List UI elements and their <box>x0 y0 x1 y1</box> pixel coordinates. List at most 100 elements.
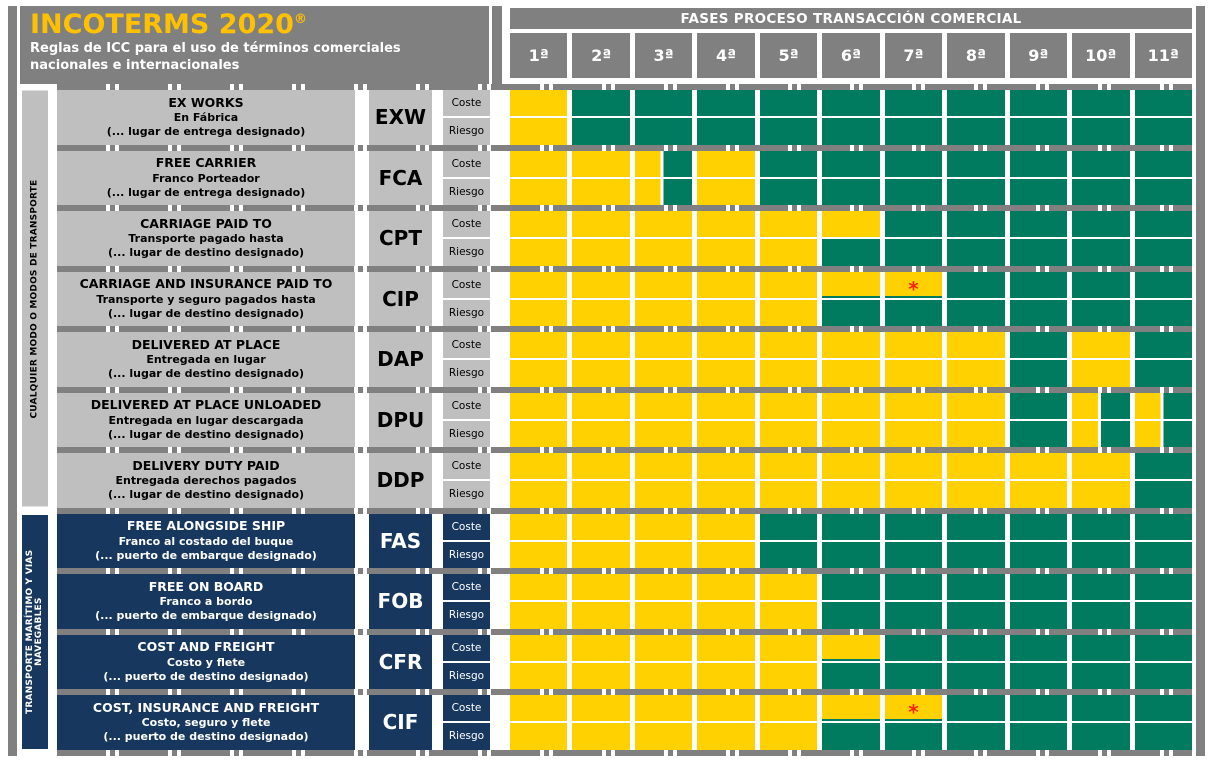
cell-exw-riesgo-2 <box>572 118 630 145</box>
cell-cip-coste-10 <box>1072 271 1130 298</box>
incoterm-code: DAP <box>369 332 432 387</box>
cell-cfr-riesgo-5 <box>759 662 818 689</box>
cell-fca-coste-7 <box>884 150 943 177</box>
incoterm-name-en: FREE ON BOARD <box>148 578 264 594</box>
cell-cfr-coste-9 <box>1009 634 1068 661</box>
cell-fob-coste-6 <box>822 574 880 601</box>
cell-cif-coste-9 <box>1009 695 1068 722</box>
incoterm-description: COST, INSURANCE AND FREIGHT Costo, seguro… <box>57 695 355 750</box>
cell-dpu-riesgo-1 <box>510 420 568 447</box>
cell-dpu-riesgo-2 <box>572 420 630 447</box>
cell-cif-riesgo-1 <box>510 723 568 750</box>
coste-label: Coste <box>443 574 490 601</box>
cell-exw-coste-6 <box>822 90 880 117</box>
cell-cip-coste-9 <box>1009 271 1068 298</box>
phase-cells-cfr <box>510 634 1192 689</box>
cost-risk-labels: Coste Riesgo <box>443 211 490 266</box>
incoterm-name-en: DELIVERED AT PLACE UNLOADED <box>90 397 322 413</box>
cell-dpu-coste-5 <box>759 392 818 419</box>
cell-fca-coste-4 <box>697 150 755 177</box>
cell-cpt-coste-7 <box>884 211 943 238</box>
category-band-any: CUALQUIER MODO O MODOS DE TRANSPORTE <box>22 91 48 507</box>
phase-header-2: 2ª <box>572 33 630 78</box>
cell-fas-riesgo-1 <box>510 541 568 568</box>
cell-exw-riesgo-8 <box>947 118 1005 145</box>
cell-dpu-riesgo-11 <box>1134 420 1192 447</box>
incoterm-name-es: Entregada derechos pagados <box>115 474 297 488</box>
cell-cif-coste-8 <box>947 695 1005 722</box>
phase-header-3: 3ª <box>634 33 693 78</box>
cell-cif-riesgo-11 <box>1134 723 1192 750</box>
cell-cfr-coste-6 <box>822 634 880 661</box>
cell-cif-riesgo-6 <box>822 723 880 750</box>
cost-risk-labels: Coste Riesgo <box>443 332 490 387</box>
incoterm-name-es: Transporte pagado hasta <box>128 232 284 246</box>
incoterm-description: FREE CARRIER Franco Porteador (... lugar d… <box>57 150 355 205</box>
cell-cif-riesgo-4 <box>697 723 755 750</box>
cell-fca-riesgo-4 <box>697 178 755 205</box>
cell-cif-riesgo-8 <box>947 723 1005 750</box>
cell-ddp-riesgo-8 <box>947 481 1005 508</box>
incoterm-place: (... puerto de destino designado) <box>103 730 309 744</box>
cell-ddp-riesgo-11 <box>1134 481 1192 508</box>
incoterm-code: DPU <box>369 392 432 447</box>
cell-dap-riesgo-6 <box>822 360 880 387</box>
registered-mark: ® <box>293 12 307 27</box>
incoterm-code: CFR <box>369 634 432 689</box>
cell-cfr-coste-2 <box>572 634 630 661</box>
cell-dpu-riesgo-6 <box>822 420 880 447</box>
coste-label: Coste <box>443 695 490 722</box>
cell-dap-riesgo-5 <box>759 360 818 387</box>
cell-cfr-riesgo-1 <box>510 662 568 689</box>
incoterm-code: FAS <box>369 513 432 568</box>
cell-cip-coste-3 <box>634 271 693 298</box>
left-edge-bar <box>8 6 17 756</box>
cell-cfr-coste-5 <box>759 634 818 661</box>
cell-fob-riesgo-10 <box>1072 602 1130 629</box>
cell-dap-coste-7 <box>884 332 943 359</box>
incoterm-name-es: Franco al costado del buque <box>118 534 294 548</box>
incoterm-row-cfr: COST AND FREIGHT Costo y flete (... puerto… <box>57 634 1192 689</box>
cell-fob-riesgo-8 <box>947 602 1005 629</box>
cell-dap-riesgo-7 <box>884 360 943 387</box>
cost-risk-labels: Coste Riesgo <box>443 513 490 568</box>
cell-fob-riesgo-3 <box>634 602 693 629</box>
cell-cif-coste-1 <box>510 695 568 722</box>
cost-risk-labels: Coste Riesgo <box>443 90 490 145</box>
cell-dap-coste-3 <box>634 332 693 359</box>
phase-header-row: 1ª 2ª 3ª 4ª 5ª 6ª 7ª 8ª 9ª 10ª 11ª <box>510 33 1192 78</box>
cell-dpu-coste-11 <box>1134 392 1192 419</box>
cell-cif-riesgo-5 <box>759 723 818 750</box>
cell-fob-coste-8 <box>947 574 1005 601</box>
phase-cells-fas <box>510 513 1192 568</box>
row-separator <box>57 386 1192 393</box>
cell-exw-coste-9 <box>1009 90 1068 117</box>
incoterm-name-es: Costo y flete <box>166 655 246 669</box>
cell-exw-coste-10 <box>1072 90 1130 117</box>
cell-dpu-riesgo-4 <box>697 420 755 447</box>
row-separator <box>57 749 1192 756</box>
coste-label: Coste <box>443 271 490 298</box>
cell-cpt-riesgo-1 <box>510 239 568 266</box>
page-title-text: INCOTERMS 2020 <box>30 9 294 40</box>
cell-cip-riesgo-7 <box>884 299 943 326</box>
cell-fas-riesgo-3 <box>634 541 693 568</box>
cell-ddp-coste-4 <box>697 453 755 480</box>
row-separator <box>57 326 1192 332</box>
phase-header-11: 11ª <box>1134 33 1192 78</box>
incoterm-place: (... lugar de destino designado) <box>107 306 305 320</box>
incoterm-description: DELIVERED AT PLACE UNLOADED Entregada en … <box>57 392 355 447</box>
cell-fca-riesgo-6 <box>822 178 880 205</box>
row-separator <box>57 265 1192 272</box>
cell-fas-riesgo-7 <box>884 541 943 568</box>
incoterm-code: FCA <box>369 150 432 205</box>
cell-exw-coste-1 <box>510 90 568 117</box>
incoterm-code: CIF <box>369 695 432 750</box>
cell-fob-riesgo-11 <box>1134 602 1192 629</box>
cell-fca-riesgo-1 <box>510 178 568 205</box>
cell-fca-coste-1 <box>510 150 568 177</box>
cell-cpt-coste-6 <box>822 211 880 238</box>
incoterm-code: CPT <box>369 211 432 266</box>
cell-cip-coste-2 <box>572 271 630 298</box>
cell-fas-coste-6 <box>822 513 880 540</box>
